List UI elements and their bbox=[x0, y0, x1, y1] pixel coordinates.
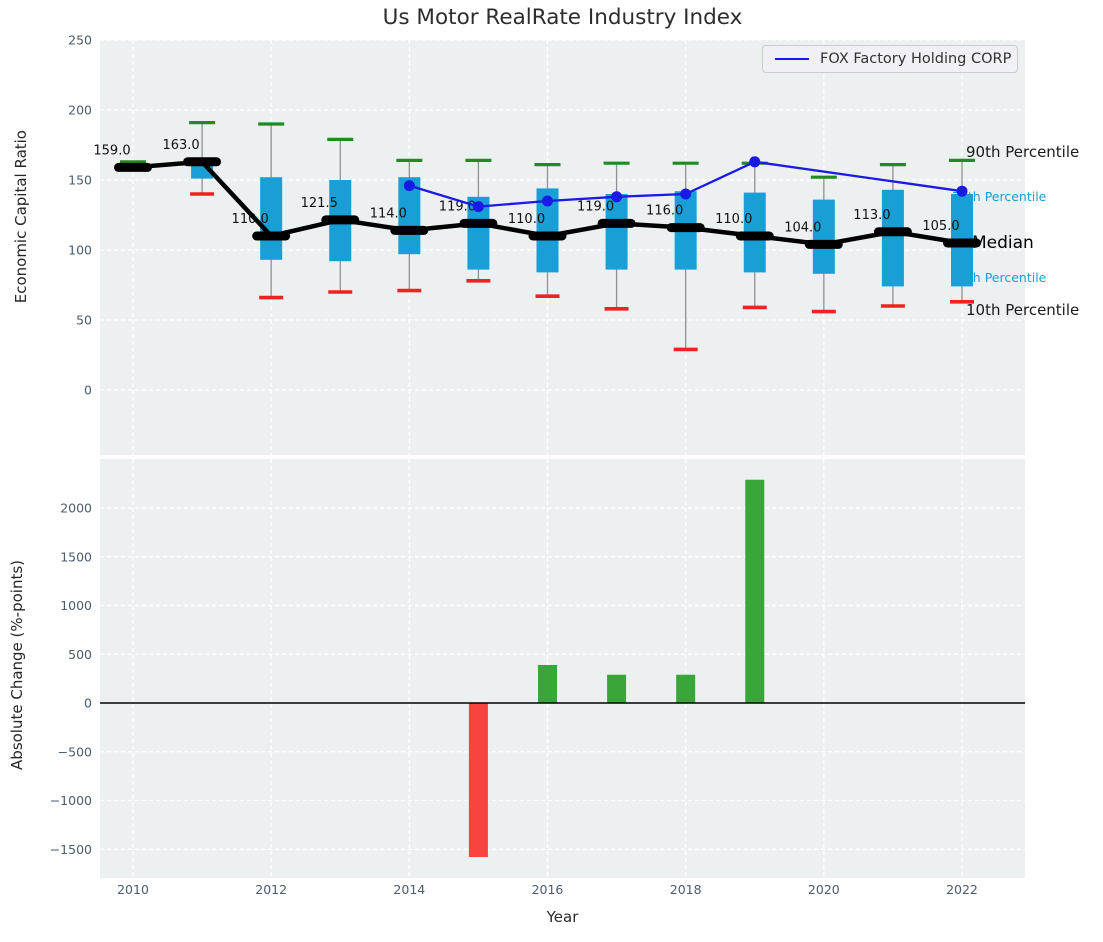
top-gridlines bbox=[100, 39, 1025, 455]
bottom-y-tick-label: −1000 bbox=[50, 793, 92, 808]
fox-point-2018 bbox=[680, 188, 692, 200]
median-value-label-2017: 119.0 bbox=[577, 199, 614, 214]
bar-2018 bbox=[676, 674, 696, 703]
annotation-median: Median bbox=[972, 233, 1034, 253]
top-y-tick-label: 200 bbox=[68, 103, 92, 118]
bar-2017 bbox=[607, 674, 627, 703]
bottom-y-tick-label: 2000 bbox=[60, 501, 92, 516]
legend-line-sample bbox=[775, 58, 809, 60]
bottom-y-tick-label: 1500 bbox=[60, 549, 92, 564]
median-value-label-2012: 110.0 bbox=[232, 212, 269, 227]
median-marker-2010 bbox=[114, 162, 152, 172]
boxplot-marks: 159.0 163.0 110.0 121.5 114.0 119.0 110.0 119.0… bbox=[93, 120, 981, 352]
median-value-label-2013: 121.5 bbox=[301, 196, 338, 211]
bar-marks bbox=[100, 479, 1025, 858]
median-marker-2016 bbox=[528, 231, 567, 241]
median-value-label-2018: 116.0 bbox=[646, 204, 683, 219]
annotation-90th-percentile: 90th Percentile bbox=[966, 143, 1079, 161]
bar-2016 bbox=[537, 664, 557, 703]
x-tick-label: 2010 bbox=[117, 882, 149, 897]
x-tick-label: 2018 bbox=[670, 882, 702, 897]
median-value-label-2021: 113.0 bbox=[853, 208, 890, 223]
x-axis-label: Year bbox=[546, 908, 579, 926]
top-y-tick-label: 0 bbox=[84, 383, 92, 398]
x-tick-label: 2020 bbox=[808, 882, 840, 897]
annotation-25th-percentile: 25th Percentile bbox=[952, 270, 1047, 285]
median-marker-2018 bbox=[666, 223, 705, 233]
bottom-plot-area bbox=[100, 459, 1025, 878]
bottom-y-tick-label: −500 bbox=[58, 744, 92, 759]
bottom-y-tick-label: 500 bbox=[68, 647, 92, 662]
box-2015 bbox=[467, 196, 490, 270]
median-marker-2014 bbox=[390, 225, 429, 235]
median-value-label-2014: 114.0 bbox=[370, 206, 407, 221]
median-marker-2019 bbox=[735, 231, 774, 241]
annotation-10th-percentile: 10th Percentile bbox=[966, 301, 1079, 319]
x-tick-label: 2014 bbox=[393, 882, 425, 897]
top-y-tick-label: 250 bbox=[68, 33, 92, 48]
median-marker-2015 bbox=[459, 218, 498, 228]
x-tick-label: 2012 bbox=[255, 882, 287, 897]
fox-point-2015 bbox=[472, 201, 484, 213]
bottom-y-tick-label: −1500 bbox=[50, 842, 92, 857]
fox-point-2019 bbox=[749, 156, 761, 168]
median-value-label-2016: 110.0 bbox=[508, 212, 545, 227]
fox-point-2022 bbox=[956, 185, 968, 197]
median-marker-2020 bbox=[804, 239, 843, 249]
median-value-label-2011: 163.0 bbox=[162, 138, 199, 153]
median-value-label-2022: 105.0 bbox=[922, 219, 959, 234]
legend-series-label: FOX Factory Holding CORP bbox=[820, 51, 1012, 67]
bottom-y-axis-label: Absolute Change (%-points) bbox=[8, 560, 26, 770]
x-tick-label: 2022 bbox=[946, 882, 978, 897]
box-2017 bbox=[605, 194, 628, 270]
median-marker-2017 bbox=[597, 218, 636, 228]
median-value-label-2019: 110.0 bbox=[715, 212, 752, 227]
x-tick-label: 2016 bbox=[532, 882, 564, 897]
bottom-y-tick-label: 1000 bbox=[60, 598, 92, 613]
top-plot-area bbox=[100, 40, 1025, 455]
median-marker-2022 bbox=[942, 238, 981, 248]
box-2016 bbox=[536, 188, 559, 273]
median-marker-2013 bbox=[321, 215, 360, 225]
median-marker-2012 bbox=[252, 231, 291, 241]
bottom-y-tick-label: 0 bbox=[84, 696, 92, 711]
bar-2019 bbox=[745, 479, 765, 703]
legend: FOX Factory Holding CORP bbox=[762, 45, 1018, 73]
top-y-tick-label: 100 bbox=[68, 243, 92, 258]
median-value-label-2020: 104.0 bbox=[784, 220, 821, 235]
top-y-tick-label: 50 bbox=[76, 313, 92, 328]
bottom-gridlines bbox=[100, 459, 1025, 878]
top-y-tick-label: 150 bbox=[68, 173, 92, 188]
box-2021 bbox=[881, 189, 904, 287]
median-marker-2011 bbox=[183, 157, 222, 167]
fox-point-2017 bbox=[611, 191, 623, 203]
chart-title: Us Motor RealRate Industry Index bbox=[382, 5, 743, 30]
median-marker-2021 bbox=[873, 227, 912, 237]
bar-2015 bbox=[468, 703, 488, 858]
median-value-label-2010: 159.0 bbox=[93, 143, 130, 158]
top-y-axis-label: Economic Capital Ratio bbox=[12, 130, 30, 304]
box-2020 bbox=[812, 199, 835, 274]
fox-point-2014 bbox=[403, 180, 415, 192]
tick-labels: 2502001501005002000150010005000−500−1000… bbox=[50, 33, 978, 898]
box-2014 bbox=[398, 177, 421, 255]
median-value-label-2015: 119.0 bbox=[439, 199, 476, 214]
fox-point-2016 bbox=[541, 195, 553, 207]
annotation-75th-percentile: 75th Percentile bbox=[952, 189, 1047, 204]
